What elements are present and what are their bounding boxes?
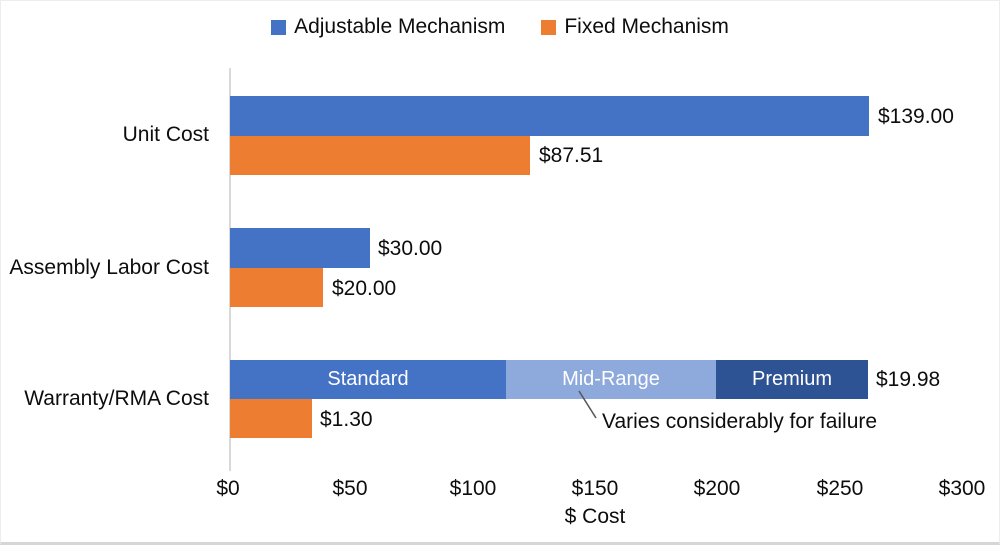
segment-premium: Premium xyxy=(716,360,868,399)
value-label-unit-cost-adjustable: $139.00 xyxy=(878,105,954,128)
bar-warranty-adjustable-stacked: Standard Mid-Range Premium xyxy=(230,360,868,399)
annotation-text: Varies considerably for failure xyxy=(602,410,878,433)
segment-mid-range: Mid-Range xyxy=(506,360,716,399)
bar-unit-cost-adjustable xyxy=(230,96,869,136)
x-axis-title: $ Cost xyxy=(564,505,626,528)
value-label-unit-cost-fixed: $87.51 xyxy=(539,144,604,167)
category-label-unit-cost: Unit Cost xyxy=(122,123,209,146)
category-label-warranty-rma-cost: Warranty/RMA Cost xyxy=(24,387,209,410)
legend-item-fixed: Fixed Mechanism xyxy=(541,15,729,39)
x-tick-300: $300 xyxy=(938,477,986,500)
bar-unit-cost-fixed xyxy=(230,136,530,175)
x-tick-150: $150 xyxy=(571,477,619,500)
x-tick-200: $200 xyxy=(693,477,741,500)
legend-item-adjustable: Adjustable Mechanism xyxy=(271,15,505,39)
legend-swatch-adjustable xyxy=(271,19,287,35)
legend-swatch-fixed xyxy=(541,19,557,35)
legend-label-fixed: Fixed Mechanism xyxy=(564,15,729,38)
segment-standard: Standard xyxy=(230,360,506,399)
value-label-warranty-fixed: $1.30 xyxy=(320,408,373,431)
bar-assembly-adjustable xyxy=(230,228,370,268)
value-label-assembly-fixed: $20.00 xyxy=(332,277,397,300)
value-label-warranty-adjustable: $19.98 xyxy=(876,368,941,391)
x-tick-50: $50 xyxy=(332,477,368,500)
value-label-assembly-adjustable: $30.00 xyxy=(378,237,443,260)
legend: Adjustable Mechanism Fixed Mechanism xyxy=(1,15,999,39)
legend-label-adjustable: Adjustable Mechanism xyxy=(294,15,506,38)
category-label-assembly-labor-cost: Assembly Labor Cost xyxy=(9,256,209,279)
x-tick-250: $250 xyxy=(816,477,864,500)
bar-assembly-fixed xyxy=(230,268,323,307)
x-tick-100: $100 xyxy=(449,477,497,500)
x-tick-0: $0 xyxy=(216,477,240,500)
bar-warranty-fixed xyxy=(230,399,312,438)
